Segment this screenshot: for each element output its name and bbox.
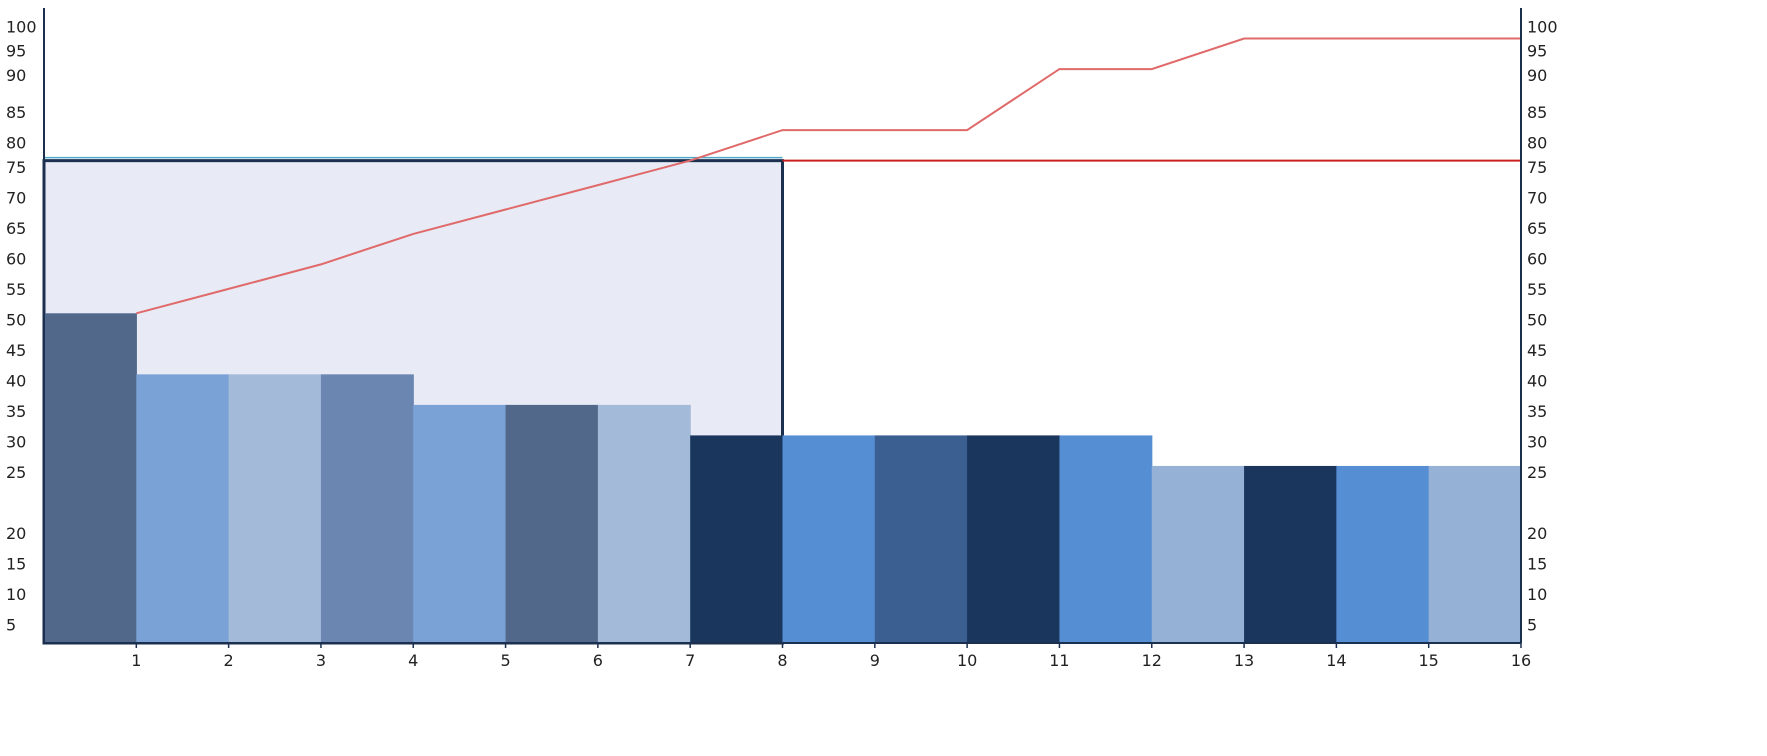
right-tick-label: 75: [1527, 158, 1547, 177]
cumulative-line: [136, 20, 1522, 315]
bar-13: [1151, 465, 1245, 643]
right-tick-label: 60: [1527, 249, 1547, 268]
bar-11: [967, 435, 1061, 643]
left-tick-label: 45: [6, 341, 26, 360]
right-tick-label: 30: [1527, 433, 1547, 452]
bar-9: [782, 435, 876, 643]
x-axis-ticks: 1 2 3 4 5 6 7 8 9 10 11 12 13 14 15 16: [131, 643, 1531, 670]
right-tick-label: 65: [1527, 219, 1547, 238]
right-tick-label: 40: [1527, 371, 1547, 390]
right-tick-label: 15: [1527, 555, 1547, 574]
cumulative-line-layer: [136, 20, 1522, 315]
right-tick-label: 20: [1527, 524, 1547, 543]
left-tick-label: 30: [6, 433, 26, 452]
x-tick-label: 13: [1234, 651, 1254, 670]
bar-14: [1244, 465, 1337, 643]
bar-16: [1428, 465, 1522, 643]
bar-4: [320, 374, 414, 643]
right-tick-label: 85: [1527, 103, 1547, 122]
right-tick-label: 5: [1527, 616, 1537, 635]
right-tick-label: 100: [1527, 17, 1558, 36]
x-tick-label: 12: [1142, 651, 1162, 670]
bar-7: [597, 404, 691, 643]
right-tick-label: 50: [1527, 310, 1547, 329]
left-tick-label: 85: [6, 103, 26, 122]
right-tick-label: 80: [1527, 133, 1547, 152]
left-tick-label: 80: [6, 133, 26, 152]
x-tick-label: 14: [1326, 651, 1346, 670]
x-tick-label: 10: [957, 651, 977, 670]
left-tick-label: 70: [6, 188, 26, 207]
right-tick-label: 25: [1527, 463, 1547, 482]
left-tick-label: 65: [6, 219, 26, 238]
right-tick-label: 55: [1527, 280, 1547, 299]
x-tick-label: 2: [224, 651, 234, 670]
right-tick-label: 70: [1527, 188, 1547, 207]
x-tick-label: 15: [1419, 651, 1439, 670]
bar-6: [505, 404, 599, 643]
x-tick-label: 7: [685, 651, 695, 670]
bars-layer: [44, 313, 1522, 643]
left-tick-label: 100: [6, 17, 37, 36]
left-tick-label: 25: [6, 463, 26, 482]
x-tick-label: 11: [1049, 651, 1069, 670]
left-tick-label: 60: [6, 249, 26, 268]
x-tick-label: 5: [500, 651, 510, 670]
bar-8: [690, 435, 784, 643]
left-tick-label: 15: [6, 555, 26, 574]
bar-2: [136, 374, 230, 643]
right-tick-label: 45: [1527, 341, 1547, 360]
left-tick-label: 90: [6, 66, 26, 85]
x-tick-label: 16: [1511, 651, 1531, 670]
x-tick-label: 4: [408, 651, 418, 670]
x-tick-label: 1: [131, 651, 141, 670]
left-tick-label: 5: [6, 616, 16, 635]
left-tick-label: 50: [6, 310, 26, 329]
bar-1: [44, 313, 137, 643]
right-tick-label: 90: [1527, 66, 1547, 85]
right-tick-label: 95: [1527, 42, 1547, 61]
x-tick-label: 8: [777, 651, 787, 670]
bar-12: [1059, 435, 1153, 643]
left-tick-label: 55: [6, 280, 26, 299]
x-tick-label: 3: [316, 651, 326, 670]
left-tick-label: 75: [6, 158, 26, 177]
left-tick-label: 20: [6, 524, 26, 543]
right-tick-label: 35: [1527, 402, 1547, 421]
x-tick-label: 6: [593, 651, 603, 670]
x-tick-label: 9: [870, 651, 880, 670]
right-tick-label: 10: [1527, 585, 1547, 604]
bar-10: [874, 435, 968, 643]
left-tick-label: 40: [6, 371, 26, 390]
left-tick-label: 95: [6, 42, 26, 61]
right-axis-ticks: 100 95 90 85 80 75 70 65 60 55 50 45 40 35 30 25 20 15 10 5: [1527, 17, 1558, 634]
bar-5: [413, 404, 507, 643]
bar-15: [1336, 465, 1430, 643]
bar-3: [228, 374, 322, 643]
left-tick-label: 10: [6, 585, 26, 604]
left-axis-ticks: 100 95 90 85 80 75 70 65 60 55 50 45 40 35 30 25 20 15 10 5: [6, 17, 37, 634]
left-tick-label: 35: [6, 402, 26, 421]
